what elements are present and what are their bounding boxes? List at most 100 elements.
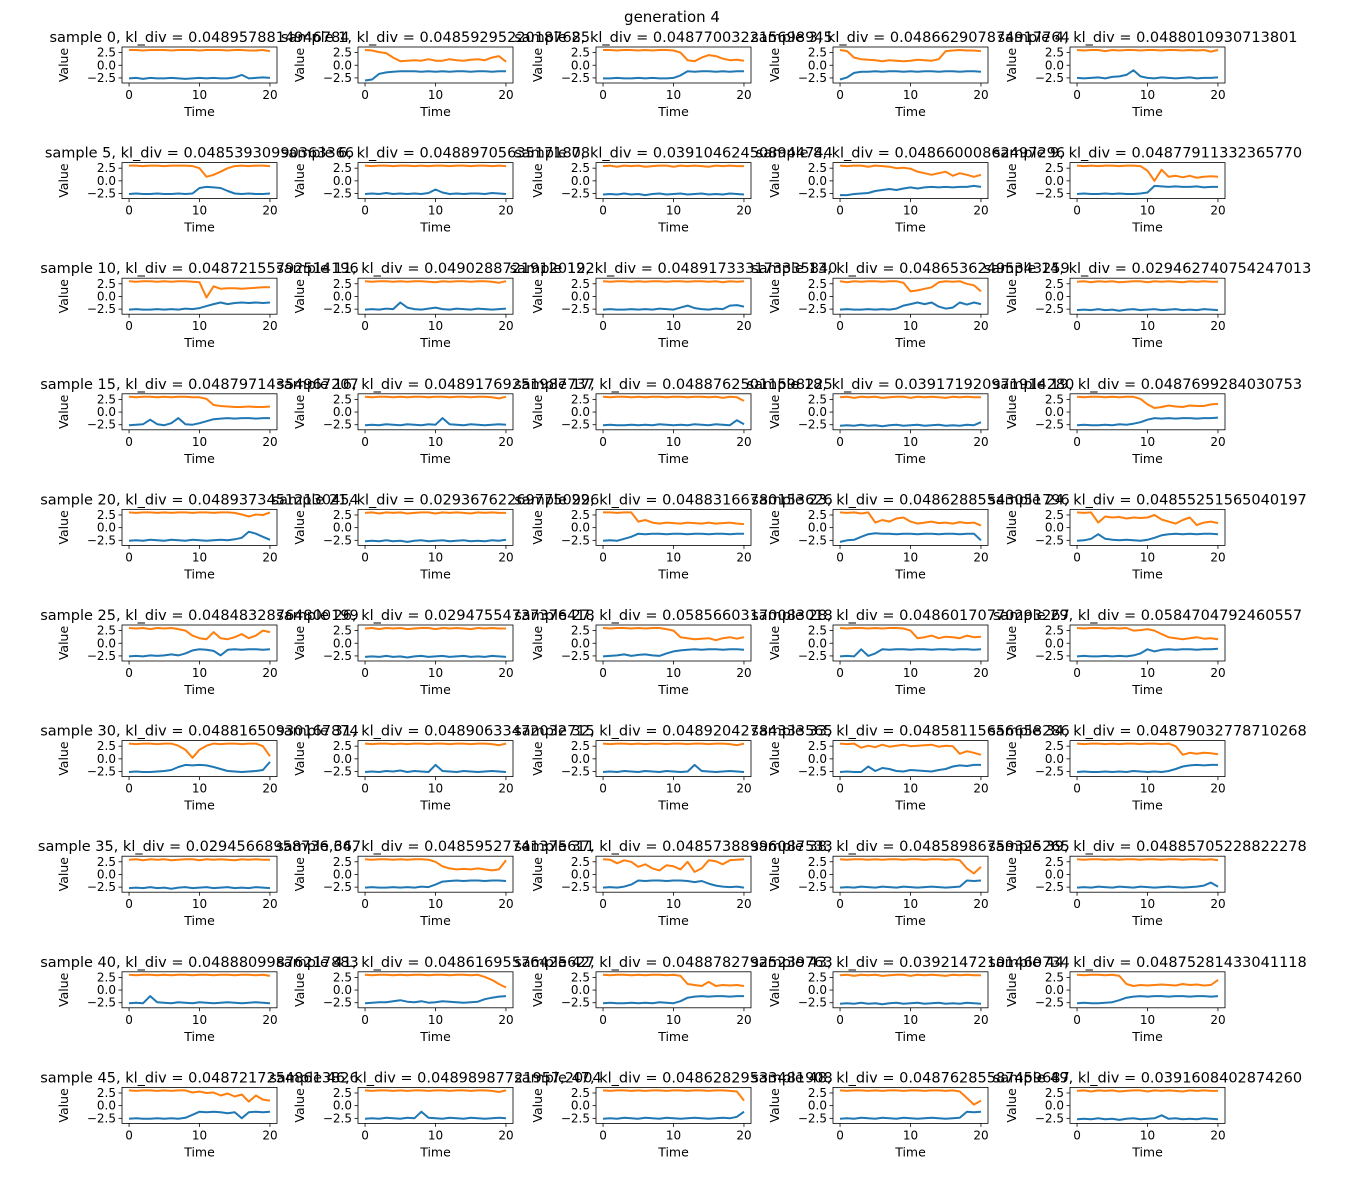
x-tick-label: 0 bbox=[1073, 666, 1081, 680]
x-tick-label: 10 bbox=[428, 1128, 443, 1142]
y-tick-label: 0.0 bbox=[808, 752, 827, 766]
x-tick-label: 0 bbox=[125, 1128, 133, 1142]
subplot-title: sample 48, kl_div = 0.04876285587459687 bbox=[751, 1070, 1070, 1086]
y-tick-label: 0.0 bbox=[97, 867, 116, 881]
x-tick-label: 20 bbox=[1210, 1128, 1225, 1142]
x-axis-label: Time bbox=[1131, 451, 1163, 466]
x-tick-label: 0 bbox=[599, 897, 607, 911]
subplot-33: sample 33, kl_div = 0.04858115656658286 0… bbox=[751, 724, 1070, 813]
subplot-title: sample 34, kl_div = 0.04879032778710268 bbox=[988, 724, 1307, 740]
y-axis-label: Value bbox=[1004, 626, 1019, 661]
x-axis-label: Time bbox=[894, 335, 926, 350]
y-tick-label: 0.0 bbox=[97, 58, 116, 72]
subplot-title: sample 6, kl_div = 0.04889705635171808 bbox=[281, 146, 590, 162]
x-axis-label: Time bbox=[419, 1144, 451, 1159]
x-tick-label: 0 bbox=[599, 435, 607, 449]
x-tick-label: 20 bbox=[262, 1128, 277, 1142]
y-tick-label: 2.5 bbox=[333, 855, 352, 869]
series-line-lower bbox=[364, 538, 507, 543]
series-line-upper bbox=[1076, 627, 1219, 641]
subplot-28: sample 28, kl_div = 0.04860170770293267 0… bbox=[751, 608, 1070, 697]
series-line-lower bbox=[128, 530, 271, 542]
y-tick-label: −2.5 bbox=[323, 1111, 352, 1125]
y-tick-label: 0.0 bbox=[1045, 983, 1064, 997]
y-tick-label: 2.5 bbox=[808, 970, 827, 984]
y-axis-label: Value bbox=[767, 1088, 782, 1123]
x-tick-label: 20 bbox=[498, 88, 513, 102]
x-tick-label: 20 bbox=[973, 1128, 988, 1142]
x-tick-label: 20 bbox=[262, 88, 277, 102]
y-axis-label: Value bbox=[530, 279, 545, 314]
y-axis-label: Value bbox=[56, 626, 71, 661]
x-tick-label: 20 bbox=[1210, 897, 1225, 911]
x-axis-label: Time bbox=[419, 451, 451, 466]
series-line-lower bbox=[602, 192, 745, 197]
x-axis-label: Time bbox=[1131, 335, 1163, 350]
series-line-upper bbox=[602, 280, 745, 284]
y-tick-label: −2.5 bbox=[561, 302, 590, 316]
y-tick-label: 2.5 bbox=[333, 739, 352, 753]
y-tick-label: 2.5 bbox=[333, 277, 352, 291]
y-tick-label: −2.5 bbox=[1035, 187, 1064, 201]
y-axis-label: Value bbox=[292, 48, 307, 83]
series-line-lower bbox=[128, 648, 271, 658]
y-tick-label: 0.0 bbox=[333, 174, 352, 188]
x-tick-label: 20 bbox=[736, 550, 751, 564]
y-axis-label: Value bbox=[767, 163, 782, 198]
y-tick-label: 0.0 bbox=[97, 521, 116, 535]
y-tick-label: −2.5 bbox=[1035, 533, 1064, 547]
series-line-upper bbox=[128, 742, 271, 759]
y-axis-label: Value bbox=[767, 857, 782, 892]
x-axis-label: Time bbox=[419, 682, 451, 697]
y-axis-label: Value bbox=[530, 857, 545, 892]
x-axis-label: Time bbox=[183, 220, 215, 235]
subplot-title: sample 24, kl_div = 0.04855251565040197 bbox=[988, 492, 1307, 508]
x-tick-label: 20 bbox=[262, 435, 277, 449]
x-tick-label: 10 bbox=[1140, 550, 1155, 564]
x-axis-label: Time bbox=[419, 1029, 451, 1044]
y-tick-label: 2.5 bbox=[333, 1086, 352, 1100]
y-tick-label: 2.5 bbox=[808, 161, 827, 175]
x-tick-label: 10 bbox=[192, 897, 207, 911]
series-line-lower bbox=[128, 417, 270, 427]
subplot-30: sample 30, kl_div = 0.04881650930167874 0… bbox=[40, 724, 359, 813]
x-tick-label: 0 bbox=[599, 666, 607, 680]
x-tick-label: 0 bbox=[599, 204, 607, 218]
y-tick-label: 0.0 bbox=[97, 405, 116, 419]
y-tick-label: −2.5 bbox=[323, 765, 352, 779]
y-tick-label: −2.5 bbox=[87, 996, 116, 1010]
y-tick-label: 0.0 bbox=[571, 521, 590, 535]
x-tick-label: 20 bbox=[262, 782, 277, 796]
subplot-title: sample 33, kl_div = 0.04858115656658286 bbox=[751, 724, 1070, 740]
x-axis-label: Time bbox=[894, 104, 926, 119]
series-line-upper bbox=[1076, 1089, 1218, 1093]
subplot-title: sample 44, kl_div = 0.04875281433041118 bbox=[988, 955, 1307, 971]
y-tick-label: 2.5 bbox=[333, 161, 352, 175]
subplot-48: sample 48, kl_div = 0.04876285587459687 0… bbox=[751, 1070, 1070, 1159]
x-axis-label: Time bbox=[1131, 913, 1163, 928]
x-axis-label: Time bbox=[894, 451, 926, 466]
series-line-lower bbox=[128, 1110, 271, 1120]
subplot-15: sample 15, kl_div = 0.04879714354967207 0… bbox=[40, 377, 359, 466]
x-tick-label: 0 bbox=[361, 782, 369, 796]
series-line-upper bbox=[603, 49, 745, 63]
series-line-upper bbox=[129, 164, 271, 178]
x-axis-label: Time bbox=[894, 682, 926, 697]
series-line-upper bbox=[1076, 742, 1219, 756]
x-axis-label: Time bbox=[1131, 220, 1163, 235]
y-tick-label: 2.5 bbox=[97, 624, 116, 638]
y-axis-label: Value bbox=[530, 394, 545, 429]
x-tick-label: 10 bbox=[903, 204, 918, 218]
y-tick-label: 0.0 bbox=[1045, 405, 1064, 419]
subplot-34: sample 34, kl_div = 0.04879032778710268 0… bbox=[988, 724, 1307, 813]
series-line-lower bbox=[839, 301, 982, 311]
x-axis-label: Time bbox=[419, 220, 451, 235]
x-axis-label: Time bbox=[183, 798, 215, 813]
y-tick-label: 0.0 bbox=[571, 983, 590, 997]
y-tick-label: −2.5 bbox=[798, 187, 827, 201]
series-line-lower bbox=[839, 421, 982, 428]
series-line-upper bbox=[1076, 973, 1219, 987]
y-tick-label: −2.5 bbox=[561, 765, 590, 779]
y-tick-label: 0.0 bbox=[808, 289, 827, 303]
subplot-title: sample 43, kl_div = 0.03921472101460734 bbox=[751, 955, 1070, 971]
